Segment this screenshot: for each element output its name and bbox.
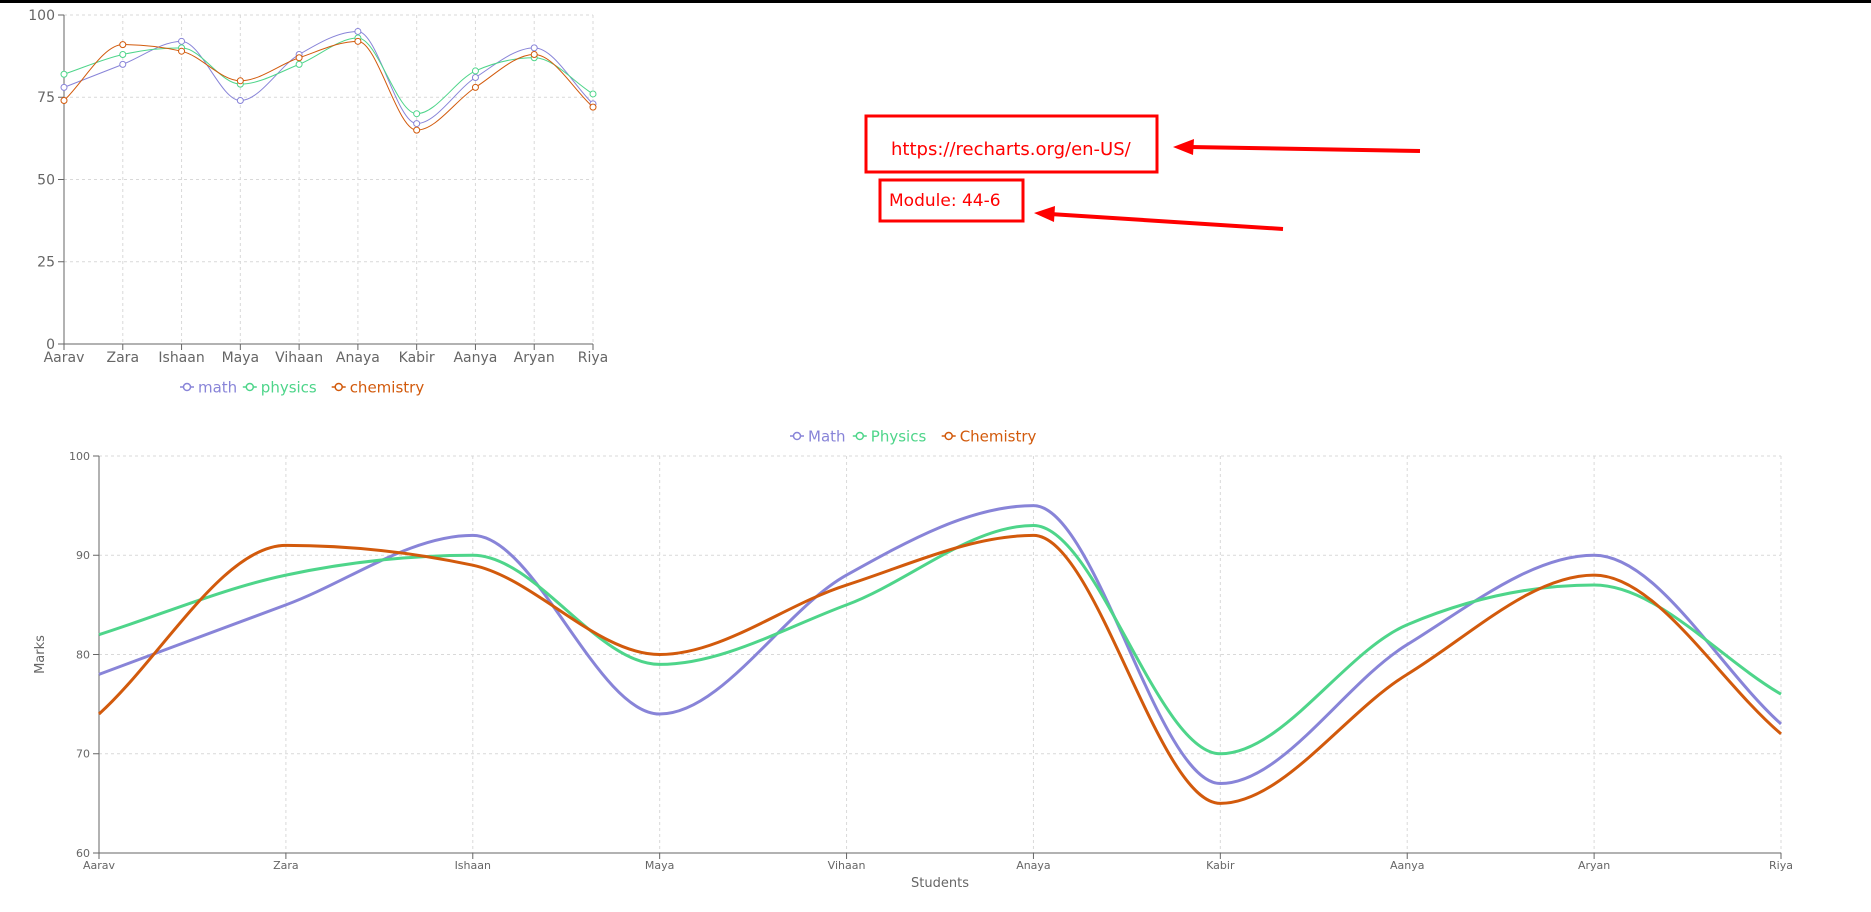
data-point-physics bbox=[119, 50, 127, 58]
data-point-chemistry bbox=[471, 83, 479, 91]
legend-marker-dot bbox=[792, 431, 802, 441]
data-point-math bbox=[354, 27, 362, 35]
legend-label-physics: physics bbox=[261, 378, 317, 396]
legend-label-chemistry: chemistry bbox=[350, 378, 425, 396]
data-point-math bbox=[413, 120, 421, 128]
data-point-chemistry bbox=[530, 50, 538, 58]
url-annotation-text: https://recharts.org/en-US/ bbox=[891, 139, 1132, 160]
legend-marker-dot bbox=[855, 431, 865, 441]
x-tick-label: Anaya bbox=[1016, 859, 1051, 872]
legend-marker-dot bbox=[245, 382, 255, 392]
data-point-math bbox=[119, 60, 127, 68]
x-tick-label: Aryan bbox=[1578, 859, 1610, 872]
data-point-chemistry bbox=[589, 103, 597, 111]
large-line-chart: 60 70 80 90 100 Aarav Zara Ishaan Maya Vihaan Anay… bbox=[33, 427, 1793, 891]
module-annotation-box bbox=[878, 178, 1025, 223]
x-tick-label: Kabir bbox=[1206, 859, 1235, 872]
data-point-math bbox=[60, 83, 68, 91]
data-point-physics bbox=[295, 60, 303, 68]
data-point-math bbox=[236, 97, 244, 105]
data-point-physics bbox=[589, 90, 597, 98]
data-point-physics bbox=[60, 70, 68, 78]
y-tick-label: 0 bbox=[46, 337, 55, 353]
x-tick-label: Riya bbox=[1769, 859, 1793, 872]
annotations: https://recharts.org/en-US/ Module: 44-6 bbox=[864, 114, 1421, 231]
series-line-chemistry bbox=[63, 40, 594, 131]
module-arrow-line bbox=[1049, 212, 1284, 231]
url-arrow-line bbox=[1189, 145, 1421, 153]
legend-marker-dot bbox=[334, 382, 343, 392]
y-axis-title: Marks bbox=[33, 635, 48, 674]
x-tick-label: Aarav bbox=[44, 350, 85, 366]
y-tick-label: 50 bbox=[37, 172, 55, 188]
data-point-math bbox=[178, 37, 186, 45]
module-arrow-head bbox=[1034, 206, 1055, 222]
x-tick-label: Vihaan bbox=[828, 859, 866, 872]
y-tick-label: 100 bbox=[28, 8, 55, 24]
y-tick-label: 90 bbox=[76, 549, 90, 562]
x-tick-label: Zara bbox=[107, 350, 140, 366]
x-tick-label: Aarav bbox=[83, 859, 116, 872]
data-point-chemistry bbox=[236, 77, 244, 85]
x-tick-label: Kabir bbox=[399, 350, 435, 366]
legend-marker-dot bbox=[182, 382, 192, 392]
data-point-math bbox=[471, 74, 479, 82]
x-tick-label: Ishaan bbox=[158, 350, 204, 366]
legend-label-math: Math bbox=[808, 427, 846, 445]
x-tick-label: Maya bbox=[222, 350, 260, 366]
data-point-math bbox=[530, 44, 538, 52]
y-tick-label: 60 bbox=[76, 847, 90, 860]
data-point-physics bbox=[413, 110, 421, 118]
legend-label-chemistry: Chemistry bbox=[960, 427, 1037, 445]
y-tick-label: 100 bbox=[69, 450, 90, 463]
x-tick-label: Zara bbox=[273, 859, 299, 872]
x-axis-title: Students bbox=[911, 876, 969, 891]
x-tick-label: Ishaan bbox=[455, 859, 491, 872]
data-point-chemistry bbox=[413, 126, 421, 134]
y-tick-label: 25 bbox=[37, 255, 55, 271]
x-tick-label: Vihaan bbox=[275, 350, 323, 366]
series-line-math bbox=[98, 504, 1783, 786]
y-tick-label: 75 bbox=[37, 90, 55, 106]
url-arrow-head bbox=[1173, 139, 1194, 155]
x-tick-label: Anaya bbox=[336, 350, 380, 366]
legend-label-math: math bbox=[198, 378, 237, 396]
x-tick-label: Maya bbox=[645, 859, 674, 872]
data-point-chemistry bbox=[295, 54, 303, 62]
x-tick-label: Riya bbox=[578, 350, 608, 366]
legend-marker-dot bbox=[944, 431, 953, 441]
module-annotation-text: Module: 44-6 bbox=[889, 191, 1001, 211]
data-point-chemistry bbox=[354, 37, 362, 45]
x-tick-label: Aanya bbox=[453, 350, 497, 366]
series-line-physics bbox=[98, 523, 1782, 756]
small-line-chart: 0 25 50 75 100 Aarav Zara Ishaan Maya Vihaan Anaya… bbox=[28, 8, 608, 396]
data-point-chemistry bbox=[119, 41, 127, 49]
url-annotation-box bbox=[864, 114, 1159, 174]
series-line-math bbox=[63, 30, 594, 125]
x-tick-label: Aryan bbox=[514, 350, 555, 366]
series-line-physics bbox=[63, 37, 594, 115]
y-tick-label: 70 bbox=[76, 748, 90, 761]
legend-label-physics: Physics bbox=[871, 427, 927, 445]
x-tick-label: Aanya bbox=[1390, 859, 1425, 872]
data-point-chemistry bbox=[178, 47, 186, 55]
top-border bbox=[0, 0, 1871, 3]
data-point-physics bbox=[471, 67, 479, 75]
series-line-chemistry bbox=[97, 533, 1782, 805]
y-tick-label: 80 bbox=[76, 648, 90, 661]
data-point-chemistry bbox=[60, 97, 68, 105]
